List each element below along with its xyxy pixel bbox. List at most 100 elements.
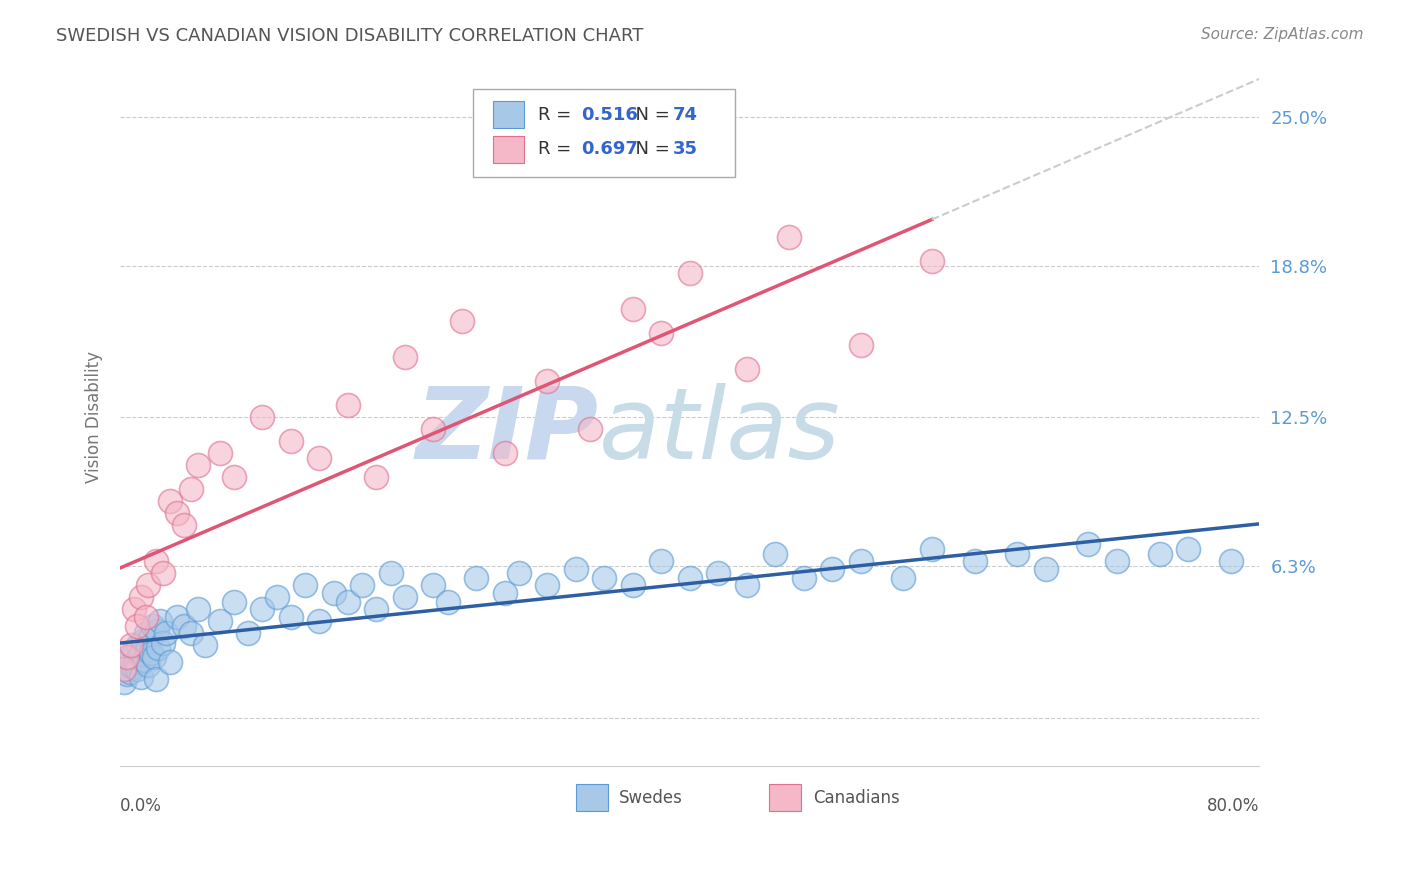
Text: 0.516: 0.516	[582, 105, 638, 123]
Point	[508, 566, 530, 581]
Point	[849, 554, 872, 568]
Point	[141, 646, 163, 660]
Point	[124, 655, 146, 669]
Point	[148, 640, 170, 655]
Point	[115, 650, 138, 665]
Point	[115, 667, 138, 681]
Text: Canadians: Canadians	[813, 789, 900, 806]
Point	[222, 470, 245, 484]
Point	[155, 626, 177, 640]
Point	[146, 624, 169, 638]
Point	[422, 578, 444, 592]
FancyBboxPatch shape	[492, 102, 524, 128]
Point	[735, 578, 758, 592]
Point	[352, 578, 374, 592]
Point	[380, 566, 402, 581]
Point	[149, 615, 172, 629]
Point	[152, 566, 174, 581]
Point	[187, 602, 209, 616]
Text: Swedes: Swedes	[619, 789, 683, 806]
Point	[1105, 554, 1128, 568]
Point	[252, 410, 274, 425]
Point	[921, 542, 943, 557]
Point	[173, 518, 195, 533]
Point	[494, 446, 516, 460]
Text: 0.0%: 0.0%	[120, 797, 162, 815]
FancyBboxPatch shape	[474, 89, 735, 177]
Point	[180, 482, 202, 496]
Point	[564, 561, 586, 575]
Point	[122, 643, 145, 657]
Point	[336, 398, 359, 412]
Point	[138, 657, 160, 672]
Point	[1035, 561, 1057, 575]
Point	[494, 585, 516, 599]
Point	[143, 650, 166, 665]
Point	[125, 619, 148, 633]
Point	[763, 547, 786, 561]
Point	[465, 571, 488, 585]
Point	[308, 615, 330, 629]
Point	[849, 338, 872, 352]
Point	[125, 663, 148, 677]
Point	[173, 619, 195, 633]
FancyBboxPatch shape	[492, 136, 524, 162]
Point	[152, 636, 174, 650]
Text: 0.697: 0.697	[582, 140, 638, 159]
Point	[117, 657, 139, 672]
Point	[294, 578, 316, 592]
FancyBboxPatch shape	[575, 784, 607, 811]
Point	[1077, 537, 1099, 551]
Point	[1177, 542, 1199, 557]
Point	[593, 571, 616, 585]
Text: 35: 35	[672, 140, 697, 159]
Point	[1007, 547, 1029, 561]
Point	[131, 670, 153, 684]
Point	[1219, 554, 1241, 568]
Text: 80.0%: 80.0%	[1206, 797, 1260, 815]
Point	[139, 632, 162, 646]
Point	[821, 561, 844, 575]
Text: R =: R =	[538, 105, 576, 123]
Point	[187, 458, 209, 472]
Point	[1149, 547, 1171, 561]
Point	[793, 571, 815, 585]
Point	[112, 674, 135, 689]
Point	[166, 609, 188, 624]
Point	[280, 609, 302, 624]
Point	[134, 653, 156, 667]
Point	[621, 578, 644, 592]
Point	[159, 494, 181, 508]
Point	[166, 506, 188, 520]
FancyBboxPatch shape	[769, 784, 801, 811]
Point	[735, 362, 758, 376]
Point	[707, 566, 730, 581]
Point	[138, 578, 160, 592]
Point	[266, 591, 288, 605]
Point	[120, 650, 142, 665]
Point	[252, 602, 274, 616]
Point	[136, 643, 159, 657]
Point	[127, 639, 149, 653]
Point	[121, 660, 143, 674]
Point	[679, 266, 702, 280]
Point	[159, 655, 181, 669]
Point	[308, 450, 330, 465]
Point	[222, 595, 245, 609]
Point	[208, 446, 231, 460]
Point	[579, 422, 602, 436]
Point	[778, 229, 800, 244]
Point	[132, 633, 155, 648]
Y-axis label: Vision Disability: Vision Disability	[86, 351, 103, 483]
Point	[120, 639, 142, 653]
Point	[621, 301, 644, 316]
Text: atlas: atlas	[599, 383, 841, 480]
Text: R =: R =	[538, 140, 576, 159]
Point	[891, 571, 914, 585]
Point	[280, 434, 302, 449]
Point	[180, 626, 202, 640]
Point	[131, 591, 153, 605]
Point	[208, 615, 231, 629]
Text: SWEDISH VS CANADIAN VISION DISABILITY CORRELATION CHART: SWEDISH VS CANADIAN VISION DISABILITY CO…	[56, 27, 644, 45]
Text: N =: N =	[624, 140, 675, 159]
